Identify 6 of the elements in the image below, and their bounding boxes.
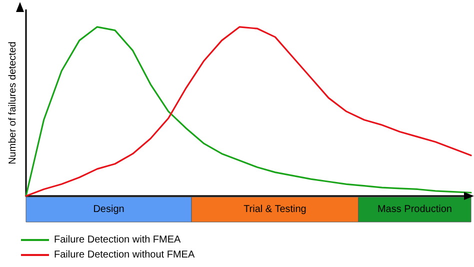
legend-label: Failure Detection with FMEA bbox=[54, 234, 182, 246]
legend-label: Failure Detection without FMEA bbox=[54, 250, 195, 260]
text: Design bbox=[93, 204, 124, 215]
text: Mass Production bbox=[377, 204, 452, 215]
text: Trial & Testing bbox=[244, 204, 306, 215]
y-axis-title: Number of failures detected bbox=[8, 42, 18, 164]
